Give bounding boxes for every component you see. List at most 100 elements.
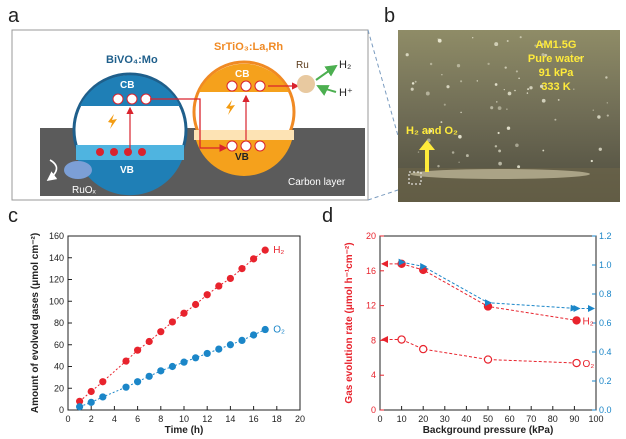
- data-point-ratio: [398, 258, 406, 266]
- y-axis-label: Amount of evolved gases (μmol cm⁻²): [30, 233, 41, 413]
- panel-b: b AM1.5G Pure water 91 kPa 333 K H₂ and …: [384, 5, 620, 202]
- srtio3-light-bolt-icon: [226, 100, 235, 115]
- gas-bubble: [497, 131, 500, 135]
- gas-bubble: [514, 89, 516, 92]
- y-tick-label: 20: [366, 231, 376, 241]
- data-point-h2: [168, 318, 176, 326]
- panel-letter-a: a: [8, 5, 20, 27]
- gas-bubble: [437, 38, 439, 40]
- y-tick-label: 0: [59, 405, 64, 415]
- ru-label: Ru: [296, 60, 309, 71]
- srtio3-label: SrTiO₃:La,Rh: [214, 41, 283, 53]
- srtio3-vb-strip: [194, 130, 294, 140]
- gas-bubble: [498, 149, 502, 153]
- gas-bubble: [487, 62, 490, 66]
- gas-bubble: [515, 70, 518, 73]
- condition-pressure: 91 kPa: [539, 67, 575, 79]
- data-point-o2: [261, 325, 269, 334]
- gas-bubble: [606, 102, 608, 104]
- gas-bubble: [441, 74, 443, 76]
- data-point-h2: [203, 291, 211, 299]
- gas-bubble: [534, 44, 537, 47]
- y-tick-label: 160: [49, 231, 64, 241]
- z-scheme-transfer-arrow: [150, 98, 228, 152]
- chart-pressure-dependence: 0 10 20 30 40 50 60 70 80 90 100 0 4 8 12 16 20 0.0 0.2 0.4…: [344, 231, 612, 436]
- srtio3-cb-band: [199, 63, 289, 92]
- y-tick-label: 60: [54, 340, 64, 350]
- gas-bubble: [590, 159, 593, 163]
- data-point-ratio: [573, 305, 581, 312]
- gas-bubble: [411, 82, 415, 85]
- gas-bubble: [527, 88, 530, 91]
- data-point-h2: [250, 255, 258, 263]
- gas-bubble: [458, 161, 460, 163]
- carbon-layer-label: Carbon layer: [288, 177, 346, 188]
- bivo4-particle: CB VB: [72, 72, 188, 196]
- gas-bubble: [541, 98, 546, 103]
- y-tick-label: 100: [49, 296, 64, 306]
- gas-bubble: [541, 53, 545, 57]
- bivo4-light-bolt-icon: [108, 114, 117, 129]
- x-tick-label: 70: [526, 414, 536, 424]
- y-tick-label: 120: [49, 275, 64, 285]
- data-point-ratio: [420, 262, 428, 270]
- y2-tick-label: 0.8: [599, 289, 612, 299]
- gas-bubble: [519, 36, 522, 39]
- gas-bubble: [437, 38, 442, 43]
- gas-bubble: [490, 106, 494, 110]
- gas-bubble: [573, 88, 575, 90]
- y2-tick-label: 0.0: [599, 405, 612, 415]
- x-tick-label: 12: [202, 414, 212, 424]
- data-point-o2: [180, 358, 188, 366]
- gas-bubble: [465, 154, 469, 158]
- srtio3-vb-text: VB: [235, 152, 249, 163]
- data-point-o2: [397, 335, 406, 344]
- gas-bubble: [440, 121, 443, 124]
- data-point-h2: [572, 316, 581, 325]
- gas-rise-arrowhead: [419, 140, 435, 150]
- series-line-h2: [401, 263, 577, 321]
- y-tick-label: 4: [371, 370, 376, 380]
- x-tick-label: 100: [588, 414, 603, 424]
- data-point-o2: [99, 393, 107, 401]
- gas-bubble: [539, 84, 544, 89]
- srtio3-cb-text: CB: [235, 69, 249, 80]
- x-axis-label: Time (h): [165, 425, 204, 436]
- gas-bubble: [570, 51, 573, 54]
- gas-bubbles: [405, 36, 609, 169]
- data-point-o2: [157, 367, 165, 375]
- panel-letter-c: c: [8, 205, 18, 227]
- data-point-o2: [226, 341, 234, 349]
- x-tick-label: 8: [158, 414, 163, 424]
- gas-bubble: [472, 37, 474, 39]
- data-point-h2: [180, 309, 188, 317]
- data-point-o2: [215, 345, 223, 353]
- gas-bubble: [458, 134, 462, 139]
- srtio3-holes: [226, 140, 266, 152]
- gas-bubble: [506, 108, 508, 110]
- data-point-o2: [483, 355, 493, 364]
- gas-bubble: [515, 143, 519, 148]
- gas-bubble: [494, 42, 499, 47]
- h2-evolution-arrow: [315, 64, 338, 81]
- x-tick-label: 40: [461, 414, 471, 424]
- gas-bubble: [443, 103, 446, 106]
- y-tick-label: 8: [371, 335, 376, 345]
- data-point-o2: [134, 378, 142, 386]
- data-point-h2: [215, 282, 223, 290]
- y2-tick-label: 1.0: [599, 260, 612, 270]
- x-tick-label: 10: [179, 414, 189, 424]
- data-point-o2: [145, 372, 153, 380]
- gas-bubble: [503, 88, 505, 91]
- gas-bubble: [597, 115, 601, 119]
- data-point-h2: [99, 378, 107, 386]
- series-line-o2: [79, 329, 266, 408]
- gas-bubble: [557, 98, 560, 101]
- condition-light: AM1.5G: [536, 39, 577, 51]
- x-tick-label: 4: [112, 414, 117, 424]
- x-tick-label: 18: [272, 414, 282, 424]
- gas-bubble: [437, 164, 440, 168]
- gas-bubble: [494, 83, 498, 86]
- panel-letter-d: d: [322, 205, 333, 227]
